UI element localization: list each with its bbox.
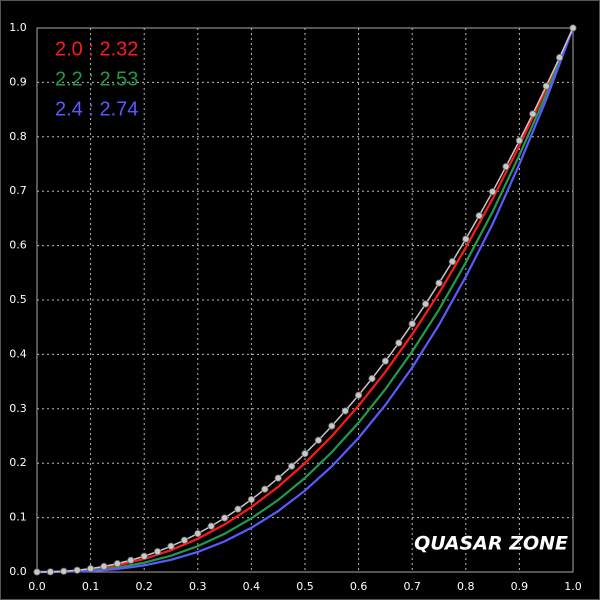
x-tick-label: 0.4 — [243, 580, 261, 593]
y-tick-label: 0.5 — [9, 293, 27, 306]
point — [207, 522, 215, 530]
point — [247, 495, 255, 504]
y-tick-label: 1.0 — [9, 21, 27, 34]
y-tick-label: 0.4 — [9, 347, 27, 360]
point — [448, 257, 456, 266]
y-tick-label: 0.2 — [9, 456, 27, 469]
point — [368, 374, 376, 383]
watermark: QUASAR ZONE — [414, 533, 568, 555]
point — [569, 24, 577, 32]
x-tick-label: 0.5 — [296, 580, 314, 593]
x-tick-label: 1.0 — [564, 580, 582, 593]
point — [87, 564, 95, 573]
point — [60, 567, 68, 575]
point — [328, 422, 336, 430]
point — [555, 53, 564, 62]
point — [127, 556, 135, 564]
y-tick-label: 0.9 — [9, 75, 27, 88]
legend-entry: 2.0 : 2.32 — [55, 38, 138, 60]
point — [73, 566, 81, 574]
y-tick-label: 0.0 — [9, 565, 27, 578]
point — [234, 505, 242, 513]
x-tick-label: 0.3 — [189, 580, 207, 593]
point — [180, 536, 188, 544]
point — [287, 462, 296, 470]
point — [515, 137, 524, 145]
point — [475, 212, 483, 220]
x-tick-label: 0.1 — [82, 580, 100, 593]
x-tick-label: 0.2 — [135, 580, 153, 593]
point — [502, 162, 510, 171]
point — [274, 474, 282, 482]
point — [113, 560, 122, 568]
y-tick-label: 0.6 — [9, 239, 27, 252]
y-tick-label: 0.1 — [9, 511, 27, 524]
point — [301, 450, 309, 458]
y-tick-label: 0.8 — [9, 130, 27, 143]
x-tick-label: 0.6 — [350, 580, 368, 593]
plot-border — [36, 27, 574, 573]
x-tick-label: 0.0 — [28, 580, 46, 593]
legend-entry: 2.2 : 2.53 — [55, 68, 138, 90]
point — [395, 339, 403, 347]
point — [221, 514, 229, 522]
point — [140, 552, 148, 560]
y-tick-label: 0.3 — [9, 402, 27, 415]
point — [435, 279, 443, 287]
point — [46, 568, 55, 576]
point — [421, 300, 430, 308]
point — [167, 542, 175, 550]
point — [529, 110, 537, 118]
point — [542, 82, 550, 90]
x-tick-label: 0.8 — [457, 580, 475, 593]
series-line — [36, 27, 575, 574]
point — [261, 485, 269, 493]
point — [314, 436, 322, 444]
point — [381, 357, 389, 365]
point — [354, 391, 363, 399]
y-tick-label: 0.7 — [9, 184, 27, 197]
point — [33, 568, 41, 576]
legend-entry: 2.4 : 2.74 — [55, 98, 138, 120]
point — [408, 320, 416, 328]
point — [194, 529, 202, 538]
x-tick-label: 0.9 — [511, 580, 529, 593]
point — [341, 407, 349, 415]
series-line — [36, 27, 575, 574]
point — [154, 547, 162, 556]
x-tick-label: 0.7 — [403, 580, 421, 593]
point — [100, 562, 108, 570]
point — [462, 235, 470, 243]
point — [488, 188, 497, 196]
series-line — [36, 27, 575, 574]
